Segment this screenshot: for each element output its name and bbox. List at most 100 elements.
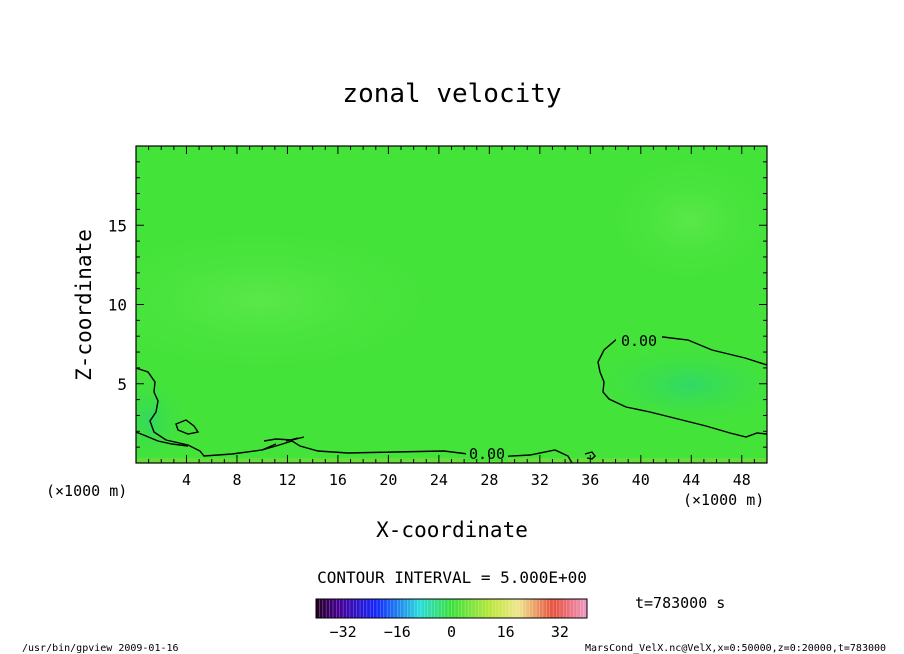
colorbar-cell <box>370 599 374 618</box>
colorbar-cell <box>404 599 408 618</box>
colorbar-tick-label: 0 <box>447 623 456 641</box>
colorbar-cell <box>509 599 513 618</box>
colorbar <box>315 599 588 618</box>
colorbar-cell <box>576 599 581 618</box>
x-tick-label: 48 <box>733 471 751 489</box>
contour-line-right <box>597 334 767 438</box>
colorbar-cell <box>583 599 588 618</box>
colorbar-cell <box>478 599 483 618</box>
contour-line-left-blob <box>175 419 200 435</box>
colorbar-cell <box>329 599 334 618</box>
colorbar-cell <box>502 599 506 618</box>
colorbar-cell <box>336 599 341 618</box>
plot-area <box>136 146 767 463</box>
colorbar-cell <box>563 599 567 618</box>
colorbar-cell <box>421 599 425 618</box>
x-axis-label: X-coordinate <box>376 518 528 542</box>
colorbar-cell <box>566 599 571 618</box>
colorbar-cell <box>390 599 395 618</box>
x-tick-label: 44 <box>682 471 700 489</box>
colorbar-cell <box>373 599 378 618</box>
x-tick-label: 36 <box>581 471 599 489</box>
colorbar-cell <box>481 599 486 618</box>
colorbar-cell <box>515 599 520 618</box>
colorbar-cell <box>549 599 554 618</box>
colorbar-cell <box>316 599 320 618</box>
colorbar-cell <box>498 599 503 618</box>
colorbar-cell <box>448 599 452 618</box>
colorbar-cell <box>522 599 527 618</box>
colorbar-cell <box>580 599 584 618</box>
colorbar-cell <box>475 599 479 618</box>
colorbar-cell <box>444 599 449 618</box>
colorbar-cell <box>393 599 398 618</box>
colorbar-cell <box>343 599 347 618</box>
contour-line-left-small <box>136 431 189 447</box>
contour-interval-text: CONTOUR INTERVAL = 5.000E+00 <box>317 568 587 587</box>
colorbar-cell <box>383 599 388 618</box>
colorbar-cell <box>495 599 500 618</box>
colorbar-cell <box>539 599 544 618</box>
contour-label-bottom-bg <box>466 445 508 461</box>
colorbar-cell <box>356 599 361 618</box>
y-axis-label: Z-coordinate <box>72 229 96 381</box>
x-tick-label: 12 <box>278 471 296 489</box>
colorbar-cell <box>532 599 537 618</box>
colorbar-cell <box>454 599 459 618</box>
colorbar-cell <box>529 599 534 618</box>
colorbar-cell <box>407 599 412 618</box>
colorbar-cell <box>339 599 344 618</box>
contour-label-right-bg <box>616 332 662 348</box>
colorbar-cell <box>434 599 439 618</box>
chart-title: zonal velocity <box>342 79 561 109</box>
colorbar-frame <box>315 598 588 619</box>
colorbar-cell <box>437 599 442 618</box>
colorbar-cell <box>441 599 446 618</box>
colorbar-cell <box>546 599 551 618</box>
colorbar-cell <box>326 599 330 618</box>
x-tick-label: 32 <box>531 471 549 489</box>
x-tick-label: 8 <box>232 471 241 489</box>
colorbar-tick-label: −16 <box>384 623 411 641</box>
field-light-region <box>136 220 460 380</box>
x-axis: 4 8 12 16 20 24 28 32 36 40 44 48 <box>148 146 755 489</box>
colorbar-cell <box>512 599 517 618</box>
colorbar-cell <box>349 599 354 618</box>
y-axis: 5 10 15 <box>108 161 767 448</box>
colorbar-tick-label: −32 <box>330 623 357 641</box>
x-tick-label: 20 <box>379 471 397 489</box>
colorbar-cell <box>400 599 405 618</box>
colorbar-cell <box>542 599 547 618</box>
contour-label-bottom: 0.00 <box>469 445 505 463</box>
colorbar-cell <box>322 599 327 618</box>
colorbar-cell <box>519 599 523 618</box>
colorbar-cell <box>556 599 561 618</box>
x-tick-label: 40 <box>632 471 650 489</box>
colorbar-cell <box>332 599 337 618</box>
footer-left: /usr/bin/gpview 2009-01-16 <box>22 643 179 654</box>
colorbar-cell <box>570 599 574 618</box>
colorbar-cell <box>380 599 385 618</box>
colorbar-cell <box>471 599 476 618</box>
colorbar-cell <box>431 599 435 618</box>
x-tick-label: 28 <box>480 471 498 489</box>
x-tick-label: 16 <box>329 471 347 489</box>
x-unit-left: (×1000 m) <box>46 482 127 500</box>
colorbar-cell <box>451 599 456 618</box>
colorbar-cell <box>424 599 429 618</box>
colorbar-cell <box>366 599 371 618</box>
colorbar-cell <box>553 599 557 618</box>
colorbar-cell <box>505 599 510 618</box>
footer-right: MarsCond_VelX.nc@VelX,x=0:50000,z=0:2000… <box>585 643 886 654</box>
colorbar-tick-label: 16 <box>497 623 515 641</box>
colorbar-cell <box>319 599 324 618</box>
x-tick-label: 4 <box>182 471 191 489</box>
colorbar-ticks: −32 −16 0 16 32 <box>330 623 569 641</box>
colorbar-cell <box>360 599 364 618</box>
colorbar-cell <box>536 599 540 618</box>
y-tick-label: 10 <box>108 296 127 315</box>
colorbar-cell <box>461 599 466 618</box>
colorbar-cell <box>465 599 469 618</box>
colorbar-cell <box>526 599 530 618</box>
